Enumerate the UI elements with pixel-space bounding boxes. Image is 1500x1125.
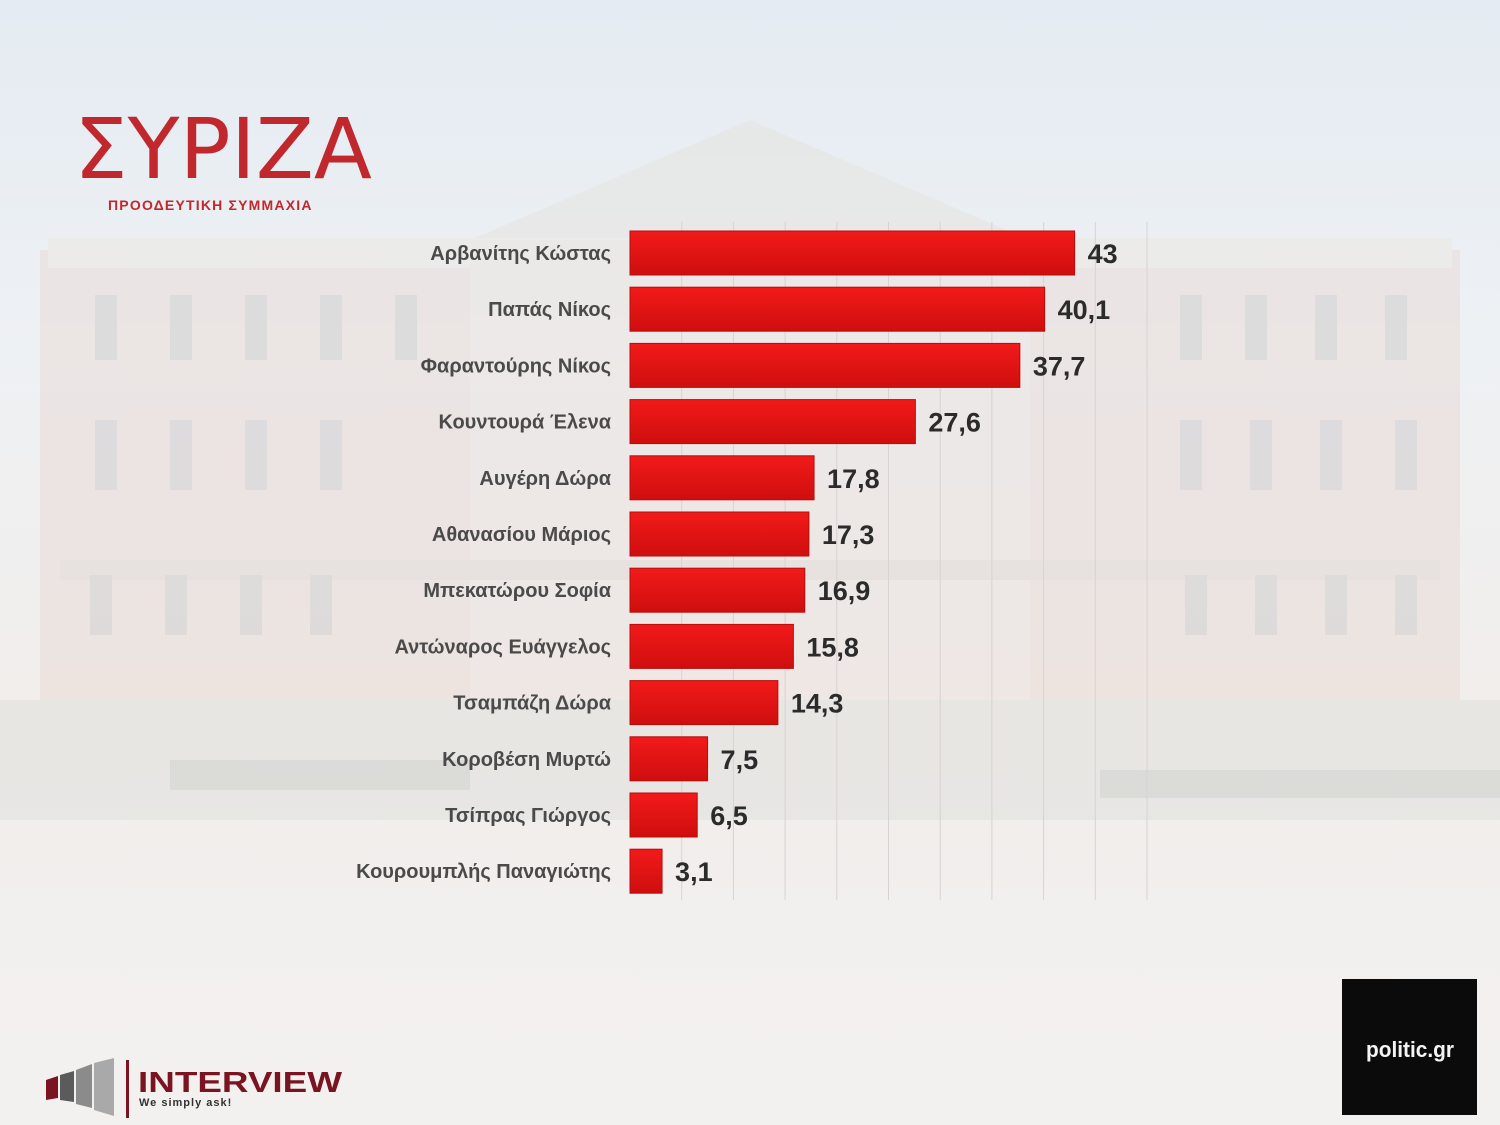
category-label-5: Αθανασίου Μάριος: [432, 524, 611, 546]
category-label-6: Μπεκατώρου Σοφία: [423, 580, 611, 602]
politic-gr-logo: politic.gr: [1342, 979, 1477, 1115]
chart-category-labels: Αρβανίτης Κώστας Παπάς Νίκος Φαραντούρης Ν…: [356, 243, 612, 883]
bar-5: [629, 511, 810, 557]
bar-9: [629, 736, 709, 782]
value-label-4: 17,8: [827, 464, 880, 494]
value-label-9: 7,5: [721, 745, 759, 775]
value-label-7: 15,8: [806, 632, 859, 662]
value-label-11: 3,1: [675, 857, 713, 887]
interview-wordmark: INTERVIEW: [138, 1067, 343, 1099]
category-label-2: Φαραντούρης Νίκος: [421, 355, 611, 377]
syriza-logo-wordmark: ΣΥΡΙΖΑ: [74, 100, 372, 198]
category-label-0: Αρβανίτης Κώστας: [430, 243, 611, 265]
chart-bars: [629, 230, 1076, 894]
value-label-6: 16,9: [818, 576, 871, 606]
value-label-0: 43: [1088, 239, 1118, 269]
bar-8: [629, 680, 779, 726]
bar-11: [629, 848, 663, 894]
politic-gr-wordmark: politic.gr: [1366, 1037, 1454, 1062]
bar-10: [629, 792, 698, 838]
chart-value-labels: 43 40,1 37,7 27,6 17,8 17,3 16,9 15,8 14,3 7,5 6,5…: [675, 239, 1118, 887]
value-label-3: 27,6: [928, 408, 981, 438]
category-label-10: Τσίπρας Γιώργος: [445, 805, 611, 827]
category-label-11: Κουρουμπλής Παναγιώτης: [356, 861, 611, 883]
interview-slogan: We simply ask!: [139, 1097, 232, 1109]
bar-2: [629, 342, 1021, 388]
bar-7: [629, 623, 794, 669]
interview-logo: INTERVIEW We simply ask!: [46, 1058, 343, 1118]
bar-3: [629, 399, 916, 445]
value-label-2: 37,7: [1033, 351, 1086, 381]
chart-gridlines: [681, 222, 1148, 900]
interview-bars-icon: [46, 1058, 114, 1116]
value-label-8: 14,3: [791, 689, 844, 719]
bar-6: [629, 567, 806, 613]
category-label-4: Αυγέρη Δώρα: [479, 468, 611, 490]
category-label-7: Αντώναρος Ευάγγελος: [394, 636, 611, 658]
value-label-1: 40,1: [1058, 295, 1111, 325]
syriza-logo: ΣΥΡΙΖΑ ΠΡΟΟΔΕΥΤΙΚΗ ΣΥΜΜΑΧΙΑ: [74, 100, 372, 213]
category-label-9: Κοροβέση Μυρτώ: [442, 749, 611, 771]
bar-4: [629, 455, 815, 501]
category-label-8: Τσαμπάζη Δώρα: [453, 693, 611, 715]
bar-0: [629, 230, 1076, 276]
value-label-5: 17,3: [822, 520, 875, 550]
value-label-10: 6,5: [710, 801, 748, 831]
bar-1: [629, 286, 1046, 332]
category-label-1: Παπάς Νίκος: [488, 299, 611, 321]
category-label-3: Κουντουρά Έλενα: [438, 412, 611, 434]
syriza-logo-tagline: ΠΡΟΟΔΕΥΤΙΚΗ ΣΥΜΜΑΧΙΑ: [108, 197, 313, 213]
